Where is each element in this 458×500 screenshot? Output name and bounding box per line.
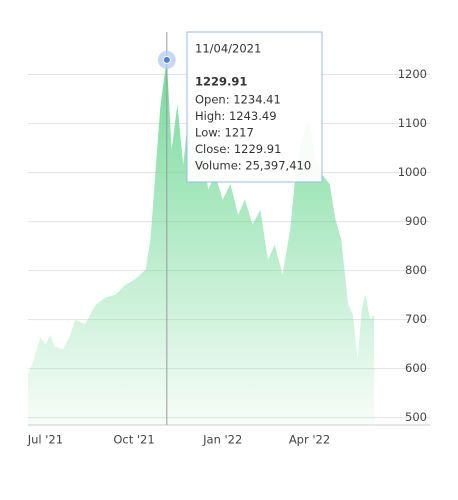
x-tick-label: Jan '22 xyxy=(202,433,242,447)
tooltip-line: Volume: 25,397,410 xyxy=(195,159,311,173)
tooltip-line: Close: 1229.91 xyxy=(195,142,281,156)
y-tick-label: 1100 xyxy=(398,116,427,130)
y-tick-label: 600 xyxy=(405,361,427,375)
tooltip-date: 11/04/2021 xyxy=(195,42,261,56)
tooltip-line: Low: 1217 xyxy=(195,126,254,140)
x-tick-label: Apr '22 xyxy=(289,433,330,447)
y-tick-label: 900 xyxy=(405,214,427,228)
tooltip-line: Open: 1234.41 xyxy=(195,93,281,107)
y-tick-label: 500 xyxy=(405,410,427,424)
y-tick-label: 800 xyxy=(405,263,427,277)
tooltip-line: High: 1243.49 xyxy=(195,109,277,123)
tooltip-box xyxy=(186,31,323,183)
x-tick-label: Oct '21 xyxy=(113,433,154,447)
tooltip-value: 1229.91 xyxy=(195,75,247,89)
y-tick-label: 700 xyxy=(405,312,427,326)
x-tick-label: Jul '21 xyxy=(27,433,63,447)
y-tick-label: 1000 xyxy=(398,165,427,179)
y-tick-label: 1200 xyxy=(398,67,427,81)
tooltip: 11/04/2021 1229.91 Open: 1234.41 High: 1243… xyxy=(157,31,323,425)
plot xyxy=(28,59,375,426)
hover-point xyxy=(162,55,171,64)
area xyxy=(28,59,375,426)
